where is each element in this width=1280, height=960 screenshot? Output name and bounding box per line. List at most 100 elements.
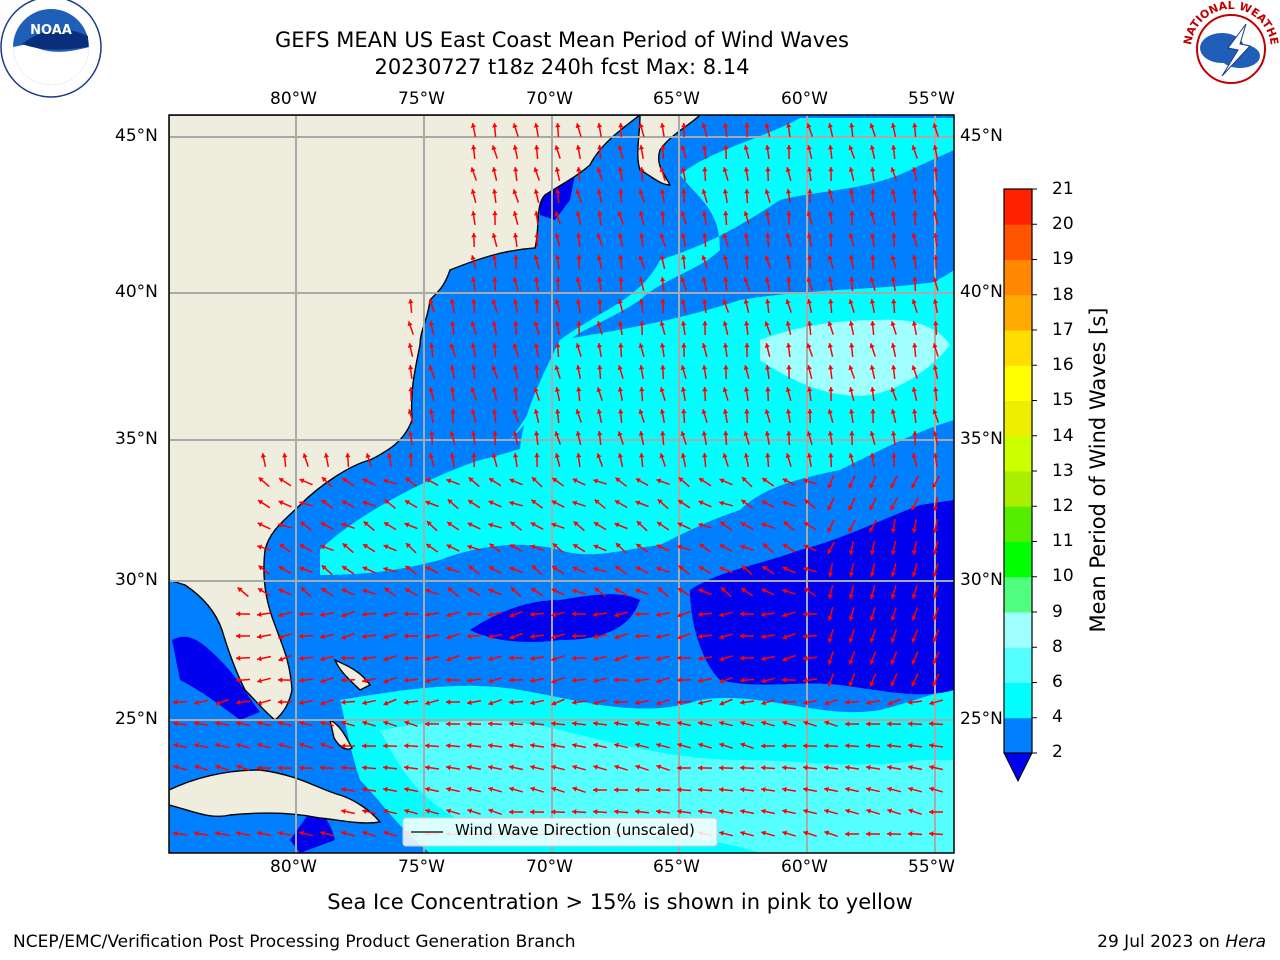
wind-wave-arrowhead <box>677 720 682 727</box>
wind-wave-arrowhead <box>509 566 515 572</box>
wind-wave-arrowhead <box>362 633 367 639</box>
colorbar-segment <box>1004 365 1032 401</box>
wind-wave-arrowhead <box>782 500 788 506</box>
wind-wave-arrowhead <box>446 544 452 550</box>
wind-wave-arrowhead <box>257 700 263 706</box>
colorbar-segment <box>1004 541 1032 578</box>
wind-wave-arrowhead <box>848 453 854 459</box>
lon-tick-bottom: 55°W <box>908 857 955 877</box>
wind-wave-arrowhead <box>786 343 792 348</box>
wind-wave-arrowhead <box>681 343 687 348</box>
wind-wave-arrowhead <box>467 808 473 814</box>
wind-wave-arrowhead <box>803 566 809 572</box>
wind-wave-arrowhead <box>869 550 876 555</box>
wind-wave-arrowhead <box>510 587 516 593</box>
wind-wave-arrowhead <box>719 808 724 815</box>
wind-wave-arrowhead <box>827 123 833 128</box>
wind-wave-arrowhead <box>827 505 833 511</box>
wind-wave-arrowhead <box>551 588 557 594</box>
wind-wave-arrowhead <box>488 764 493 771</box>
wind-wave-arrowhead <box>932 550 938 555</box>
wind-wave-arrowhead <box>470 167 476 173</box>
wind-wave-arrowhead <box>740 611 745 617</box>
wind-wave-arrowhead <box>933 387 939 392</box>
wind-wave-arrowhead <box>677 808 682 815</box>
colorbar-tick: 8 <box>1052 637 1063 657</box>
wind-wave-arrowhead <box>677 634 683 640</box>
wind-wave-arrowhead <box>824 808 830 814</box>
wind-wave-arrowhead <box>468 565 474 571</box>
wind-wave-arrowhead <box>491 233 497 239</box>
wind-wave-arrowhead <box>890 572 896 577</box>
wind-wave-arrowhead <box>404 588 410 594</box>
wind-wave-arrowhead <box>848 659 854 665</box>
wind-wave-arrowhead <box>384 499 390 505</box>
wind-wave-arrowhead <box>618 277 624 282</box>
wind-wave-arrowhead <box>762 543 768 549</box>
wind-wave-arrowhead <box>173 699 178 705</box>
wind-wave-arrowhead <box>404 808 410 814</box>
wind-wave-arrowhead <box>681 409 687 414</box>
wind-wave-arrowhead <box>681 123 687 128</box>
wind-wave-arrowhead <box>470 255 476 261</box>
wind-wave-arrowhead <box>278 699 283 705</box>
wind-wave-arrowhead <box>740 720 746 726</box>
wind-wave-arrowhead <box>636 521 642 527</box>
wind-wave-arrowhead <box>194 700 199 706</box>
wind-wave-arrowhead <box>449 453 456 458</box>
wind-wave-arrowhead <box>618 189 624 194</box>
wind-wave-arrowhead <box>596 387 602 393</box>
colorbar-tick: 21 <box>1052 179 1074 199</box>
wind-wave-arrowhead <box>659 233 665 239</box>
wind-wave-arrowhead <box>593 655 598 662</box>
wind-wave-arrowhead <box>471 299 477 304</box>
wind-wave-arrowhead <box>236 655 241 661</box>
wind-wave-arrowhead <box>677 544 683 550</box>
lon-tick-bottom: 75°W <box>398 857 445 877</box>
wind-wave-arrowhead <box>677 699 682 705</box>
wind-wave-arrowhead <box>764 189 770 195</box>
wind-wave-arrowhead <box>869 453 876 458</box>
wind-wave-arrowhead <box>804 587 810 593</box>
wind-wave-arrowhead <box>786 277 792 282</box>
wind-wave-arrowhead <box>806 277 812 283</box>
wind-wave-arrowhead <box>786 123 792 128</box>
wind-wave-arrowhead <box>341 522 347 528</box>
lon-tick-bottom: 65°W <box>653 857 700 877</box>
wind-wave-arrowhead <box>719 478 725 484</box>
wind-wave-arrowhead <box>614 742 619 748</box>
wind-wave-arrowhead <box>848 365 854 371</box>
wind-wave-arrowhead <box>807 189 813 194</box>
wind-wave-arrowhead <box>278 742 284 748</box>
wind-wave-arrowhead <box>426 521 432 527</box>
wind-wave-arrowhead <box>911 299 917 305</box>
wind-wave-arrowhead <box>341 500 347 506</box>
wind-wave-arrowhead <box>761 655 766 662</box>
wind-wave-arrowhead <box>405 565 411 571</box>
wind-wave-arrowhead <box>596 123 603 128</box>
wind-wave-arrowhead <box>509 634 515 640</box>
wind-wave-arrowhead <box>698 522 704 528</box>
wind-wave-arrowhead <box>701 365 708 370</box>
wind-wave-arrowhead <box>659 409 666 414</box>
wind-wave-arrowhead <box>554 145 560 151</box>
wind-wave-arrowhead <box>803 677 808 684</box>
wind-wave-arrowhead <box>576 387 582 392</box>
wind-wave-arrowhead <box>722 233 728 239</box>
wind-wave-arrowhead <box>530 544 536 550</box>
wind-wave-arrowhead <box>741 477 747 482</box>
wind-wave-arrowhead <box>849 343 855 348</box>
svg-text:NOAA: NOAA <box>30 23 72 38</box>
wind-wave-arrowhead <box>635 699 640 706</box>
wind-wave-arrowhead <box>911 321 918 326</box>
wind-wave-arrowhead <box>824 786 829 793</box>
wind-wave-arrowhead <box>236 611 241 617</box>
wind-wave-arrowhead <box>932 211 938 216</box>
wind-wave-arrowhead <box>278 522 284 528</box>
wind-wave-arrowhead <box>533 277 540 282</box>
wind-wave-arrowhead <box>215 830 220 837</box>
wind-wave-arrowhead <box>555 189 561 194</box>
wind-wave-arrowhead <box>320 678 326 684</box>
wind-wave-arrowhead <box>786 365 792 370</box>
wind-wave-arrowhead <box>471 233 477 238</box>
